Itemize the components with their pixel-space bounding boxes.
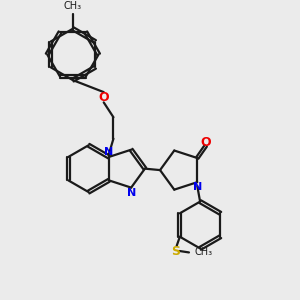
Text: N: N — [104, 147, 113, 157]
Text: CH₃: CH₃ — [195, 248, 213, 257]
Text: O: O — [200, 136, 211, 149]
Text: S: S — [171, 244, 180, 257]
Text: N: N — [127, 188, 136, 198]
Text: N: N — [193, 182, 203, 192]
Text: CH₃: CH₃ — [64, 1, 82, 11]
Text: O: O — [98, 91, 109, 104]
